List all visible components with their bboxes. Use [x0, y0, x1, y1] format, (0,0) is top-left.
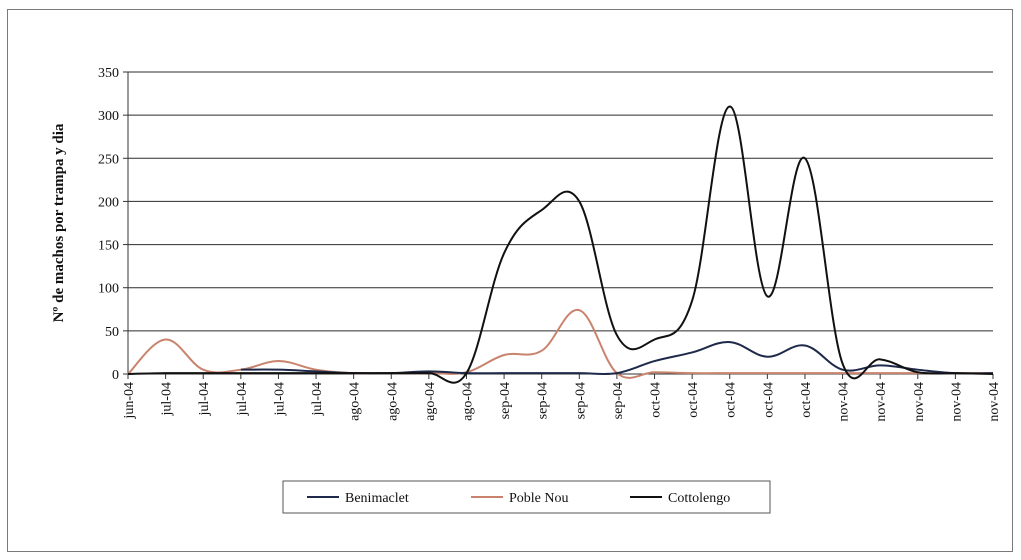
- x-tick-label: oct-04: [686, 382, 701, 418]
- y-tick-label: 250: [98, 152, 119, 167]
- y-tick-label: 150: [98, 239, 119, 254]
- x-tick-label: nov-04: [949, 382, 964, 422]
- x-tick-label: sep-04: [536, 382, 551, 419]
- x-tick-label: jul-04: [310, 382, 325, 416]
- x-tick-label: ago-04: [460, 382, 475, 421]
- x-tick-label: nov-04: [874, 382, 889, 422]
- x-tick-label: jul-04: [197, 382, 212, 416]
- x-tick-label: oct-04: [761, 382, 776, 418]
- y-tick-label: 100: [98, 282, 119, 297]
- y-tick-label: 200: [98, 195, 119, 210]
- x-tick-label: nov-04: [837, 382, 852, 422]
- chart-frame: [7, 9, 1013, 552]
- series-line-benimaclet: [240, 341, 994, 376]
- x-tick-label: oct-04: [724, 382, 739, 418]
- y-axis-title: Nº de machos por trampa y dia: [51, 123, 67, 322]
- y-tick-label: 0: [112, 368, 119, 383]
- y-tick-label: 350: [98, 66, 119, 81]
- y-tick-label: 50: [105, 325, 119, 340]
- x-tick-label: jul-04: [160, 382, 175, 416]
- series-line-poble-nou: [127, 309, 993, 379]
- x-tick-label: sep-04: [498, 382, 513, 419]
- x-tick-label: oct-04: [799, 382, 814, 418]
- x-tick-label: oct-04: [649, 382, 664, 418]
- series-line-cottolengo: [127, 105, 994, 384]
- x-tick-label: ago-04: [385, 382, 400, 421]
- x-tick-label: sep-04: [611, 382, 626, 419]
- x-tick-label: jul-04: [272, 382, 287, 416]
- y-tick-label: 300: [98, 109, 119, 124]
- legend: [282, 480, 771, 514]
- x-tick-label: ago-04: [423, 382, 438, 421]
- x-tick-label: jun-04: [122, 382, 137, 420]
- x-tick-label: sep-04: [573, 382, 588, 419]
- legend-label: Poble Nou: [509, 491, 569, 506]
- x-tick-label: ago-04: [348, 382, 363, 421]
- x-tick-label: jul-04: [235, 382, 250, 416]
- x-tick-label: nov-04: [987, 382, 1002, 422]
- legend-label: Benimaclet: [345, 491, 409, 506]
- legend-label: Cottolengo: [668, 491, 730, 506]
- x-tick-label: nov-04: [912, 382, 927, 422]
